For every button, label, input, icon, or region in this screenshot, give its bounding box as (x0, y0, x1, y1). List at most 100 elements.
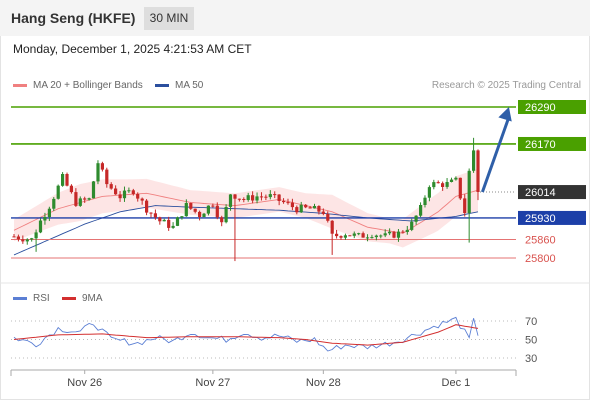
target-arrow-head (498, 107, 512, 122)
candle-body (458, 177, 462, 199)
candle-body (427, 187, 431, 198)
candle-body (290, 202, 294, 208)
candle-body (21, 239, 25, 242)
legend-label-ma50: MA 50 (175, 80, 204, 91)
price-label-26014: 26014 (525, 187, 556, 199)
candle-body (396, 231, 401, 238)
candle (299, 201, 303, 213)
candle (463, 194, 467, 217)
candle (427, 185, 431, 202)
candle (432, 179, 436, 190)
candle (441, 181, 445, 191)
candle (65, 172, 69, 187)
candle-body (105, 169, 109, 185)
candle (414, 215, 418, 225)
candle-body (118, 194, 122, 199)
candle-body (61, 174, 65, 186)
candle-body (228, 194, 233, 207)
candle (472, 137, 476, 173)
candle-body (312, 206, 317, 209)
candle (61, 172, 65, 187)
x-tick-label: Dec 1 (442, 377, 471, 389)
candle-body (74, 192, 78, 206)
candle (153, 209, 157, 220)
candle (91, 180, 96, 199)
candle-body (211, 205, 215, 207)
target-arrow-shaft (481, 116, 511, 193)
candle (189, 202, 193, 210)
candle-body (96, 163, 100, 182)
candle (454, 176, 458, 181)
candle-body (379, 235, 383, 237)
candle (304, 204, 308, 209)
candle (449, 177, 454, 183)
candle (105, 167, 109, 188)
legend-swatch-9ma (62, 297, 76, 300)
candle (467, 168, 471, 243)
candle-body (463, 198, 467, 213)
ma50-line (13, 205, 479, 256)
candle (286, 198, 290, 205)
candle (211, 203, 215, 208)
candle-body (16, 236, 20, 240)
candle (127, 187, 131, 193)
candle-body (25, 239, 29, 242)
candle-body (56, 185, 60, 199)
candle-body (419, 205, 423, 216)
legend-swatch-rsi (13, 297, 27, 300)
candle (383, 229, 387, 238)
candle (171, 222, 175, 229)
candle-body (47, 208, 51, 217)
candle-body (414, 215, 418, 222)
candle-body (476, 150, 480, 192)
candle-body (423, 197, 427, 205)
candlestick-layer (12, 137, 480, 262)
price-label-26170: 26170 (525, 139, 556, 151)
candle-body (153, 213, 157, 218)
candle-body (467, 170, 471, 213)
candle-body (436, 182, 440, 184)
candle (273, 191, 277, 199)
candle (264, 194, 268, 201)
candle-body (339, 236, 343, 238)
candle-body (242, 199, 246, 200)
price-tag-26290 (518, 100, 586, 114)
candle-body (83, 198, 87, 200)
timeframe-badge[interactable]: 30 MIN (144, 7, 194, 30)
candle-body (189, 203, 193, 209)
candle (52, 197, 56, 212)
candle-body (206, 205, 210, 214)
candle (162, 218, 166, 222)
candle-body (224, 207, 228, 223)
candle-body (109, 184, 113, 189)
candle (436, 180, 440, 184)
candle (131, 188, 135, 196)
price-label-25930: 25930 (525, 213, 556, 225)
price-tag-26170 (518, 136, 586, 151)
candle (16, 234, 20, 242)
candle (352, 231, 356, 239)
candle-body (432, 182, 436, 188)
candle (339, 235, 343, 240)
price-tag-26014 (518, 185, 586, 200)
legend-9ma: 9MA (62, 293, 103, 304)
candle (295, 205, 299, 215)
legend-ma20: MA 20 + Bollinger Bands (13, 80, 143, 91)
moving-average-layer (13, 189, 479, 256)
candle-body (308, 207, 312, 209)
candle (175, 216, 180, 227)
candle (74, 188, 78, 207)
candle-body (348, 235, 352, 237)
candle (242, 197, 246, 203)
price-label-25800: 25800 (525, 253, 556, 265)
x-tick-label: Nov 26 (67, 377, 102, 389)
legend-ma50: MA 50 (155, 80, 203, 91)
candle-body (401, 231, 405, 233)
candle-body (273, 194, 277, 196)
candle (78, 196, 82, 207)
candle-body (264, 196, 268, 198)
candle-body (140, 198, 144, 201)
candle-body (127, 190, 131, 192)
candle (96, 160, 100, 185)
